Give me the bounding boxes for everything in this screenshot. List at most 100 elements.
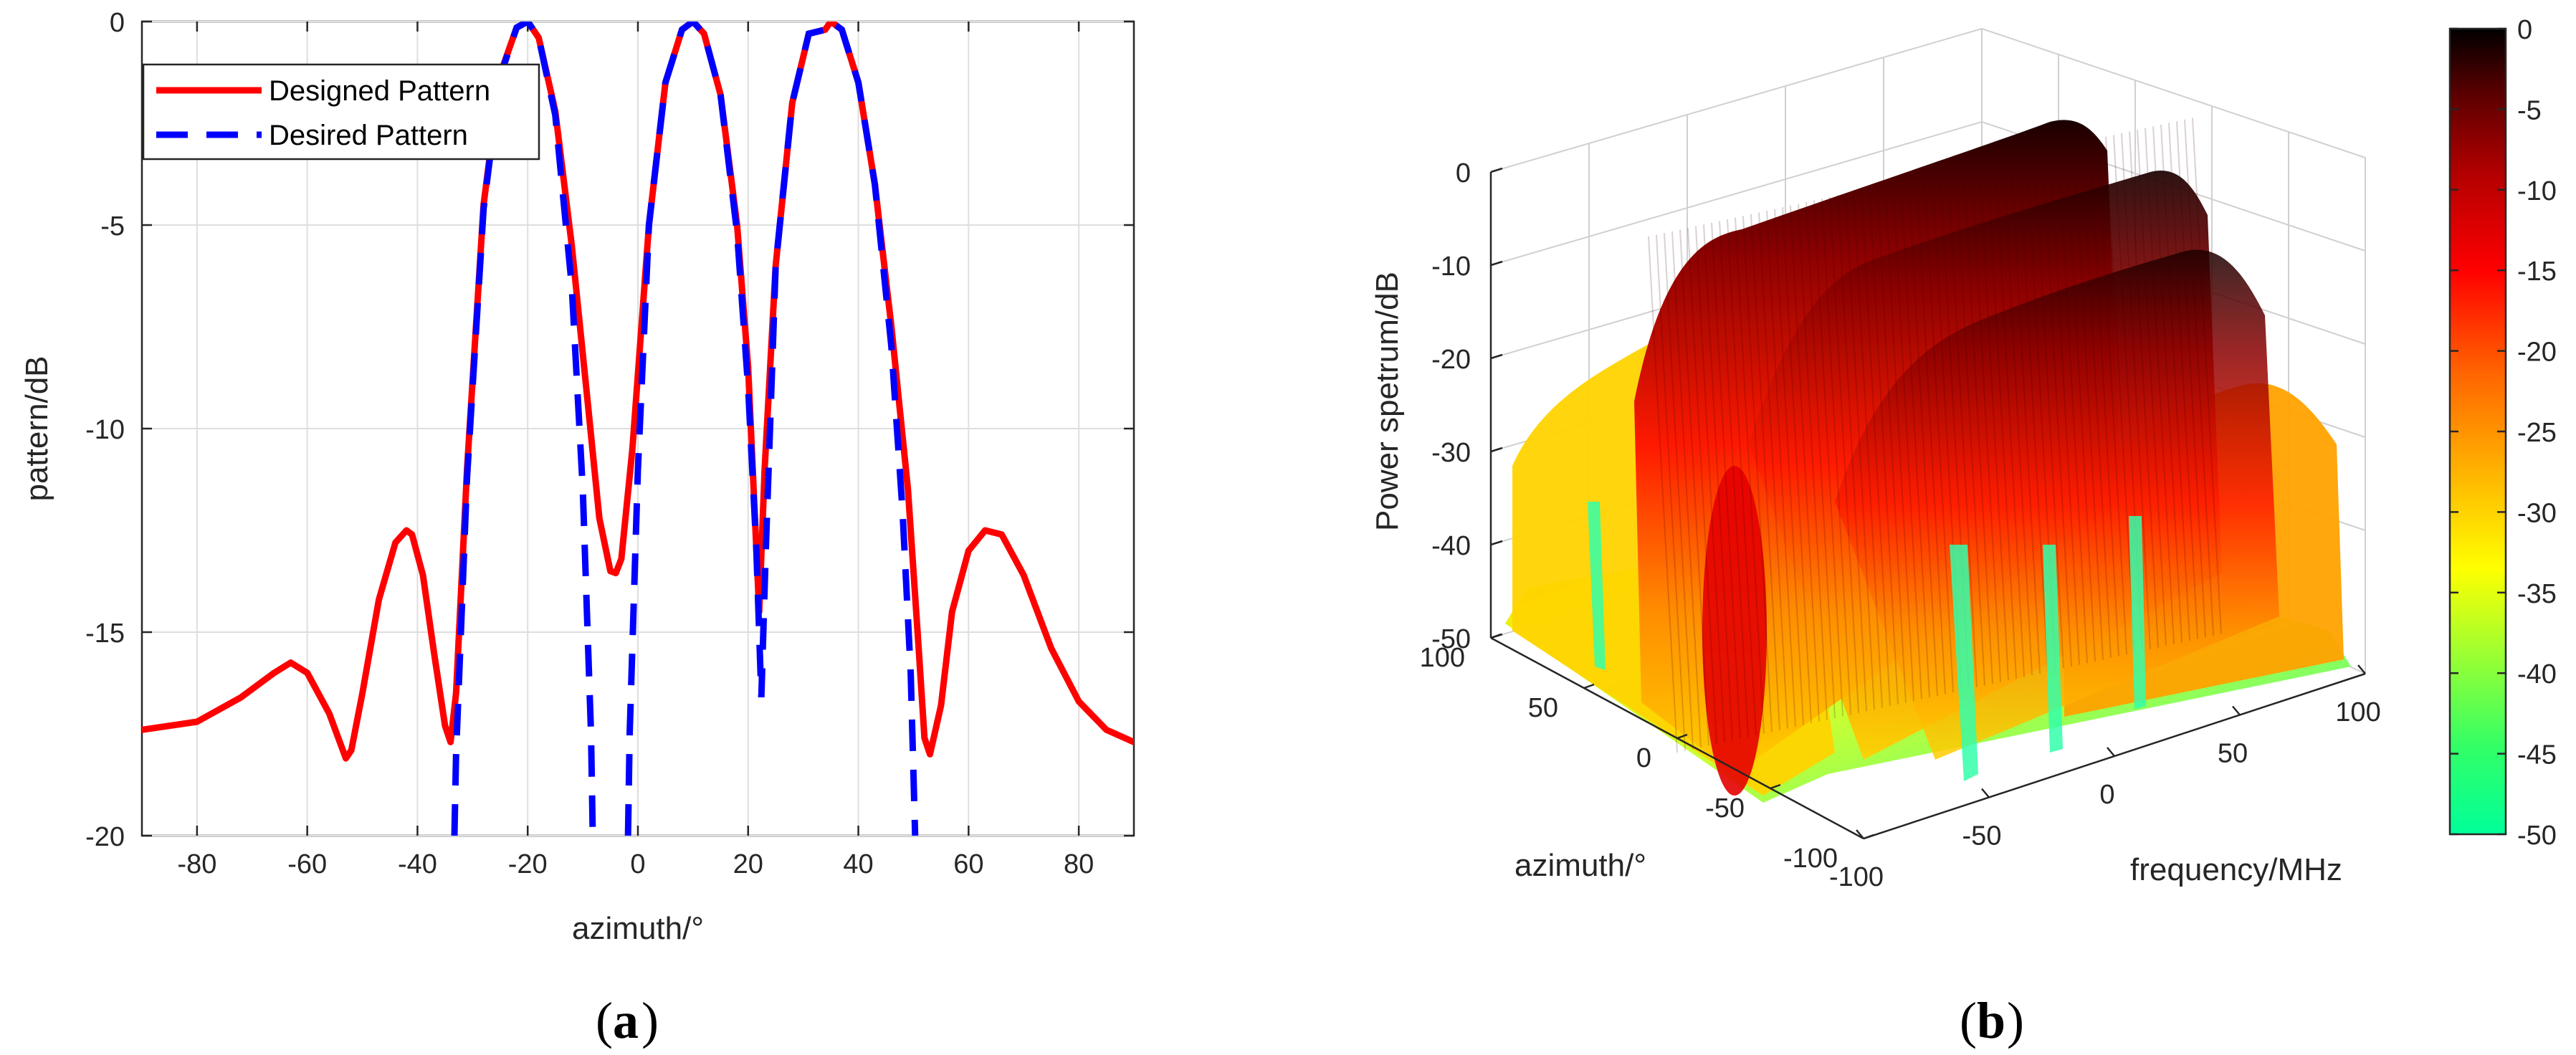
surface-striation-line [1798,204,1828,720]
x-tick-label: 20 [733,849,763,879]
z-tick-label: -20 [1431,345,1471,375]
surface-striation-line [2160,124,2190,641]
panel-a-caption: ( a ) [596,992,659,1049]
z-tick-mark [1490,540,1503,546]
panel-a-legend: Designed Pattern Desired Pattern [142,63,540,161]
surface-striation-line [1829,196,1859,713]
azimuth-tick-mark [1490,633,1502,639]
surface-striation-line [1947,171,1978,687]
surface-striation-line [1845,193,1875,710]
panel-a-letter: a [613,992,639,1049]
x-tick-label: 0 [630,849,645,879]
x-tick-label: 60 [953,849,983,879]
azimuth-tick-mark [1676,733,1688,740]
surface-striation-line [2050,148,2080,665]
frequency-tick-mark [2107,747,2115,757]
azimuth-tick-label: -100 [1783,844,1838,874]
azimuth-tick-mark [1770,783,1781,790]
colorbar-tick-label: -15 [2517,257,2557,287]
y-tick-label: -10 [85,415,125,445]
frequency-tick-label: 50 [2218,739,2248,769]
panel-b-frequency-axis-label: frequency/MHz [2130,852,2342,887]
azimuth-tick-mark [1863,834,1874,840]
surface-striation-line [1742,216,1773,732]
colorbar-tick-label: -25 [2517,418,2557,448]
azimuth-tick-label: -50 [1705,793,1745,824]
x-tick-label: -80 [177,849,216,879]
z-tick-mark [1490,353,1503,360]
colorbar-tick-label: -5 [2517,95,2542,125]
colorbar-tick-label: -50 [2517,821,2557,851]
surface-striation-line [2192,118,2222,634]
azimuth-tick-label: 100 [1420,643,1465,673]
panel-a-ticks: -80 -60 -40 -20 0 20 40 60 80 0 -5 -10 -15 -20 [85,8,1134,879]
x-tick-label: 80 [1064,849,1094,879]
surface-striation-line [1971,166,2001,682]
panel-a-line-chart: -80 -60 -40 -20 0 20 40 60 80 0 -5 -10 -15 -20 Design… [19,8,1135,1049]
surface-striation-line [1695,226,1725,743]
surface-striation-line [2042,150,2072,667]
surface-striation-line [1711,222,1741,739]
surface-striation-line [2137,130,2167,646]
surface-striation-line [1727,219,1757,736]
surface-striation-line [1861,190,1891,707]
surface-striations [1648,118,2222,753]
frequency-tick-label: -100 [1829,862,1884,892]
surface-striation-line [2184,119,2214,636]
surface-striation-line [2121,133,2151,650]
panel-b-z-axis-label: Power spetrum/dB [1370,272,1405,531]
colorbar-tick-label: -40 [2517,659,2557,689]
surface-main-ridge-3 [1835,249,2279,760]
surface-striation-line [1900,181,1930,698]
surface-striation-line [2168,123,2198,639]
colorbar-tick-label: -20 [2517,338,2557,368]
surface-striation-line [1679,229,1709,746]
frequency-tick-mark [1981,788,1990,798]
desired-pattern-line [451,22,919,836]
surface-striation-line [2034,152,2064,669]
surface-striation-line [1758,212,1788,729]
surface-striation-line [1750,214,1780,730]
surface-striation-line [1892,183,1922,700]
frequency-tick-mark [1856,829,1864,839]
x-tick-label: -40 [398,849,437,879]
surface-striation-line [1687,227,1717,745]
colorbar-tick-label: -10 [2517,176,2557,206]
frequency-tick-label: -50 [1962,821,2002,851]
surface-striation-line [2105,136,2135,653]
azimuth-tick-label: 0 [1636,743,1651,773]
colorbar-tick-label: -30 [2517,498,2557,528]
surface-striation-line [2145,128,2175,644]
z-tick-label: -50 [1431,624,1471,654]
panel-b-3d-surface: 0-10-20-30-40-50100500-50-100-100-500501… [1370,15,2557,1049]
svg-text:): ) [641,992,659,1049]
z-tick-mark [1490,447,1503,453]
surface-front-lobe [1702,466,1767,796]
x-tick-label: 40 [843,849,873,879]
surface-striation-line [2003,158,2033,676]
surface-striation-line [1656,234,1686,751]
surface-striation-line [2018,156,2048,672]
surface-striation-line [1671,231,1702,748]
surface-striation-line [1774,209,1804,725]
y-tick-label: 0 [110,8,125,38]
colorbar-ticks: 0 -5 -10 -15 -20 -25 -30 -35 -40 -45 -50 [2450,15,2557,851]
surface-striation-line [1916,178,1946,694]
z-tick-mark [1490,260,1503,267]
panel-b-letter: b [1977,992,2005,1049]
z-tick-label: -30 [1431,438,1471,468]
surface-striation-line [1813,200,1843,717]
surface-striation-line [2152,126,2183,643]
surface-striation-line [1805,201,1836,719]
surface-striation-line [2066,145,2096,662]
z-tick-label: 0 [1456,158,1471,188]
svg-text:(: ( [596,992,613,1049]
panel-b-ticks: 0-10-20-30-40-50100500-50-100-100-500501… [1420,158,2381,892]
legend-box [142,63,540,161]
surface-striation-line [1648,236,1678,753]
y-tick-label: -20 [85,822,125,852]
surface-striation-line [2010,157,2041,674]
y-tick-label: -15 [85,619,125,649]
surface-striation-line [1908,179,1938,696]
z-tick-label: -10 [1431,252,1471,282]
